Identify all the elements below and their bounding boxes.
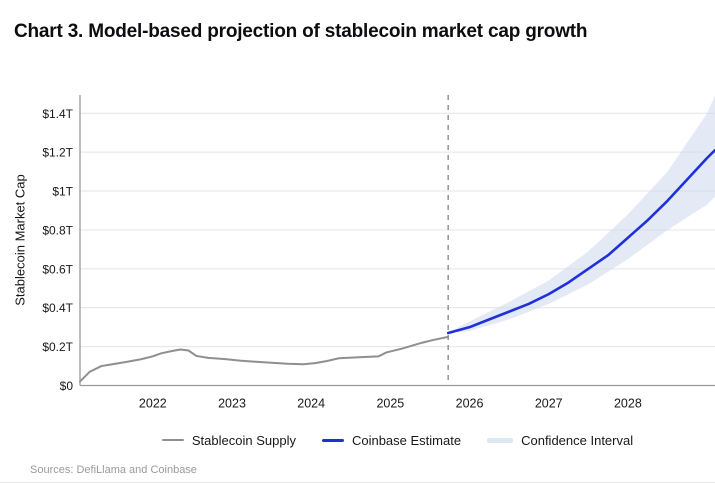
y-tick-label: $0.8T <box>42 223 73 237</box>
chart-title: Chart 3. Model-based projection of stabl… <box>14 20 588 42</box>
y-tick-label: $1T <box>52 185 73 199</box>
legend-line-swatch <box>321 438 344 442</box>
sources-note: Sources: DefiLlama and Coinbase <box>30 464 197 476</box>
y-tick-label: $0.6T <box>42 262 73 276</box>
legend: Stablecoin Supply Coinbase Estimate Confid… <box>80 429 715 451</box>
y-tick-label: $1.4T <box>42 107 73 121</box>
confidence-band <box>448 95 715 334</box>
legend-label: Coinbase Estimate <box>351 432 462 448</box>
series-line-coinbase-estimate <box>446 148 715 335</box>
legend-label: Stablecoin Supply <box>191 432 296 448</box>
y-axis-title: Stablecoin Market Cap <box>12 174 28 306</box>
legend-item-stablecoin-supply: Stablecoin Supply <box>161 432 296 448</box>
x-tick-label: 2024 <box>297 397 325 411</box>
y-tick-label: $1.2T <box>42 146 73 160</box>
x-tick-label: 2025 <box>376 397 404 411</box>
x-tick-label: 2022 <box>139 397 167 411</box>
legend-label: Confidence Interval <box>521 432 634 448</box>
y-tick-label: $0 <box>60 379 74 393</box>
x-tick-label: 2028 <box>614 397 642 411</box>
y-tick-label: $0.4T <box>42 301 73 315</box>
legend-item-confidence-interval: Confidence Interval <box>487 433 633 448</box>
x-tick-label: 2026 <box>456 397 484 411</box>
legend-band-swatch <box>487 437 514 443</box>
legend-line-swatch <box>161 439 184 441</box>
y-tick-label: $0.2T <box>42 340 73 354</box>
x-tick-label: 2023 <box>218 397 246 411</box>
legend-item-coinbase-estimate: Coinbase Estimate <box>321 432 462 448</box>
bottom-divider <box>0 482 715 483</box>
series-line-stablecoin-supply <box>79 335 450 383</box>
x-tick-label: 2027 <box>535 397 563 411</box>
